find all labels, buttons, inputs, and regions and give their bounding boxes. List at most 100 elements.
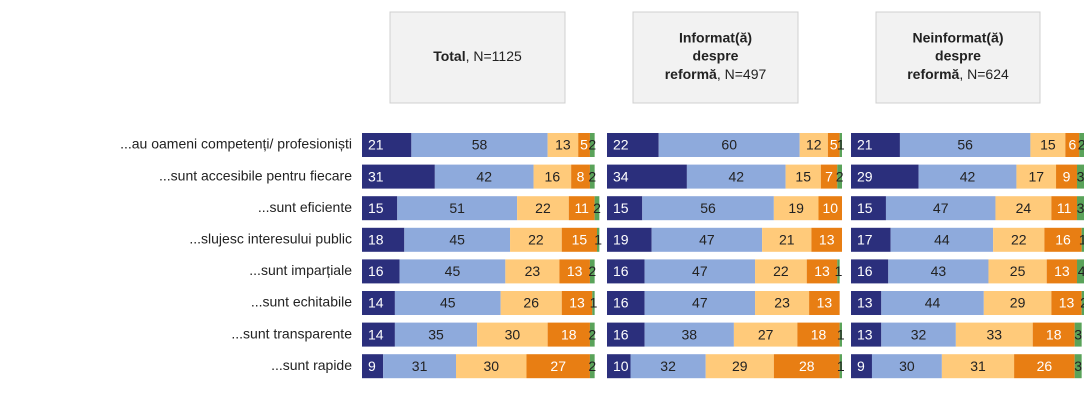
value-label: 56	[700, 200, 716, 216]
value-label: 16	[613, 263, 629, 279]
bar-segment	[607, 322, 645, 347]
value-label: 26	[1037, 358, 1053, 374]
value-label: 22	[1011, 232, 1027, 248]
value-label: 11	[574, 200, 589, 216]
value-label: 44	[925, 295, 941, 311]
value-label: 13	[1059, 295, 1075, 311]
value-label: 17	[1028, 168, 1044, 184]
value-label: 44	[934, 232, 950, 248]
value-label: 1	[837, 358, 845, 374]
bar-segment	[526, 354, 590, 379]
value-label: 1	[590, 295, 598, 311]
panel-title-rest: , N=1125	[466, 48, 522, 64]
bar-segment	[839, 133, 842, 157]
bar-segment	[477, 322, 548, 347]
bar-segment	[1016, 164, 1057, 189]
value-label: 51	[449, 200, 465, 216]
value-label: 56	[957, 137, 973, 153]
value-label: 43	[931, 263, 947, 279]
bar-segment	[851, 322, 882, 347]
value-label: 15	[368, 200, 384, 216]
bar-segment	[594, 196, 600, 221]
bar-segment	[899, 133, 1031, 157]
bar-segment	[362, 354, 384, 379]
value-label: 26	[523, 295, 539, 311]
panel-title-line: despre	[693, 48, 739, 64]
bar-segment	[362, 196, 398, 221]
value-label: 31	[970, 358, 986, 374]
bar-segment	[571, 164, 590, 189]
value-label: 17	[857, 232, 873, 248]
value-label: 19	[788, 200, 804, 216]
bar-segment	[568, 196, 595, 221]
value-label: 9	[368, 358, 376, 374]
value-label: 18	[1046, 326, 1062, 342]
category-label: ...sunt eficiente	[258, 199, 352, 215]
value-label: 13	[814, 263, 830, 279]
value-label: 8	[577, 168, 585, 184]
bar-segment	[644, 259, 756, 284]
value-label: 35	[428, 326, 444, 342]
value-label: 42	[728, 168, 744, 184]
value-label: 1	[837, 137, 845, 153]
bar-segment	[362, 259, 400, 284]
bar-segment	[1056, 164, 1078, 189]
value-label: 30	[899, 358, 915, 374]
bar-segment	[607, 133, 659, 157]
panel-header	[632, 11, 799, 104]
bar-segment	[607, 164, 687, 189]
bar-segment	[517, 196, 569, 221]
value-label: 16	[1055, 232, 1071, 248]
category-label: ...sunt rapide	[271, 357, 352, 373]
panel-title-bold: Total	[433, 48, 465, 64]
bar-segment	[955, 322, 1033, 347]
bar-segment	[755, 259, 807, 284]
value-label: 28	[799, 358, 815, 374]
value-label: 45	[445, 263, 461, 279]
bar-segment	[1074, 322, 1082, 347]
bar-segment	[705, 354, 774, 379]
value-label: 13	[817, 295, 833, 311]
bar-segment	[1077, 196, 1084, 221]
bar-segment	[995, 196, 1052, 221]
value-label: 16	[613, 295, 629, 311]
value-label: 25	[1010, 263, 1026, 279]
bar-segment	[578, 133, 590, 157]
value-label: 27	[550, 358, 566, 374]
bar-segment	[818, 196, 842, 221]
bar-segment	[362, 164, 435, 189]
value-label: 22	[773, 263, 789, 279]
value-label: 33	[987, 326, 1003, 342]
bar-segment	[607, 196, 643, 221]
value-label: 42	[476, 168, 492, 184]
value-label: 15	[572, 232, 588, 248]
bar-segment	[1065, 133, 1080, 157]
panel-title-line: despre	[935, 48, 981, 64]
panel-title-line: Informat(ă)	[679, 30, 752, 46]
bar-segment	[658, 133, 800, 157]
bar-segment	[820, 164, 838, 189]
value-label: 6	[1068, 137, 1076, 153]
value-label: 1	[835, 263, 843, 279]
bar-segment	[851, 227, 891, 252]
value-label: 3	[1074, 326, 1082, 342]
value-label: 47	[933, 200, 949, 216]
bar-segment	[881, 322, 956, 347]
bar-segment	[918, 164, 1017, 189]
bar-segment	[1079, 133, 1084, 157]
value-label: 3	[1074, 358, 1082, 374]
bar-segment	[607, 354, 631, 379]
value-label: 13	[569, 295, 585, 311]
value-label: 7	[825, 168, 833, 184]
value-label: 2	[1080, 295, 1084, 311]
bar-segment	[851, 354, 872, 379]
value-label: 34	[613, 168, 629, 184]
bar-segment	[1081, 227, 1084, 252]
bar-segment	[651, 227, 763, 252]
value-label: 47	[699, 232, 715, 248]
bar-segment	[1074, 354, 1082, 379]
bar-segment	[607, 291, 645, 315]
bar-segment	[561, 291, 593, 315]
value-label: 5	[830, 137, 838, 153]
